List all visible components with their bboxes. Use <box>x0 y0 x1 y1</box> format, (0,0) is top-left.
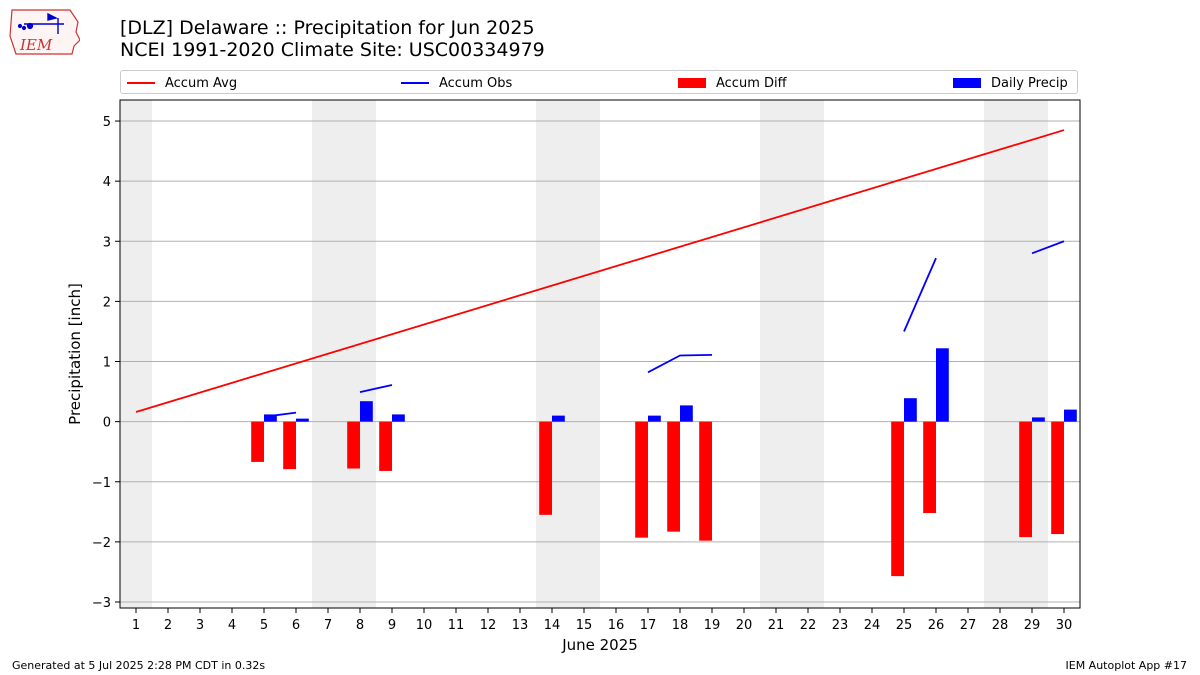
y-axis-label: Precipitation [inch] <box>66 283 84 425</box>
legend-label-daily-precip: Daily Precip <box>991 75 1068 91</box>
chart-title: [DLZ] Delaware :: Precipitation for Jun … <box>120 17 535 39</box>
daily-precip-bar <box>552 415 565 422</box>
x-tick-label: 2 <box>164 618 172 633</box>
daily-precip-bar <box>296 418 309 422</box>
x-axis-label: June 2025 <box>561 636 638 654</box>
accum-diff-bar <box>923 421 936 514</box>
accum-avg-line <box>135 129 1065 413</box>
legend-swatch-accum-diff <box>678 78 706 88</box>
x-tick-label: 12 <box>480 618 497 633</box>
daily-precip-bar <box>904 398 917 422</box>
x-tick-label: 5 <box>260 618 268 633</box>
x-tick-label: 22 <box>800 618 817 633</box>
x-tick-label: 11 <box>448 618 465 633</box>
accum-diff-bar <box>539 421 552 515</box>
weather-station-icon <box>17 12 64 34</box>
x-tick-label: 9 <box>388 618 396 633</box>
generated-timestamp: Generated at 5 Jul 2025 2:28 PM CDT in 0… <box>12 659 266 672</box>
weekend-shade <box>120 100 152 608</box>
accum-diff-bar <box>1051 421 1064 535</box>
accum-diff-bar <box>347 421 360 469</box>
legend-swatch-accum-obs <box>401 82 429 84</box>
accum-obs-line <box>1031 240 1065 255</box>
weekend-shade <box>984 100 1048 608</box>
plot-frame <box>119 99 1081 609</box>
legend-label-accum-diff: Accum Diff <box>716 75 787 91</box>
x-tick-label: 27 <box>960 618 977 633</box>
y-tick-label: 5 <box>103 115 111 130</box>
y-tick-label: −1 <box>92 476 111 491</box>
accum-diff-bar <box>635 421 648 538</box>
x-tick-label: 8 <box>356 618 364 633</box>
x-tick-label: 29 <box>1024 618 1041 633</box>
legend-item-accum-avg: Accum Avg <box>127 74 237 92</box>
legend-label-accum-avg: Accum Avg <box>165 75 238 91</box>
daily-precip-bar <box>936 348 949 422</box>
accum-diff-bar <box>1019 421 1032 538</box>
x-tick-label: 4 <box>228 618 236 633</box>
accum-diff-bar <box>379 421 392 471</box>
x-tick-label: 24 <box>864 618 881 633</box>
weekend-shade <box>760 100 824 608</box>
weekend-shade <box>312 100 376 608</box>
legend: Accum Avg Accum Obs Accum Diff Daily Pre… <box>120 70 1078 94</box>
y-tick-label: 2 <box>103 295 111 310</box>
x-tick-label: 14 <box>544 618 561 633</box>
x-tick-label: 10 <box>416 618 433 633</box>
logo-text: IEM <box>19 36 53 54</box>
daily-precip-bar <box>392 414 405 422</box>
x-tick-label: 7 <box>324 618 332 633</box>
daily-precip-bar <box>680 405 693 422</box>
x-tick-label: 17 <box>640 618 657 633</box>
x-tick-label: 15 <box>576 618 593 633</box>
y-tick-label: 3 <box>103 235 111 250</box>
y-tick-label: −3 <box>92 596 111 611</box>
legend-swatch-daily-precip <box>953 78 981 88</box>
x-tick-label: 30 <box>1056 618 1073 633</box>
x-tick-label: 28 <box>992 618 1009 633</box>
daily-precip-bar <box>648 415 661 422</box>
x-tick-label: 1 <box>132 618 140 633</box>
weekend-shade <box>536 100 600 608</box>
legend-label-accum-obs: Accum Obs <box>439 75 513 91</box>
iowa-outline-icon <box>9 9 80 55</box>
y-tick-label: 1 <box>103 356 111 371</box>
x-tick-label: 25 <box>896 618 913 633</box>
accum-diff-bar <box>699 421 712 541</box>
app-credit: IEM Autoplot App #17 <box>1065 659 1188 672</box>
accum-diff-bar <box>251 421 264 462</box>
y-tick-label: −2 <box>92 536 111 551</box>
y-tick-label: 0 <box>103 416 111 431</box>
x-tick-label: 19 <box>704 618 721 633</box>
x-tick-label: 3 <box>196 618 204 633</box>
iem-logo: IEM <box>9 9 80 55</box>
legend-item-accum-obs: Accum Obs <box>401 74 512 92</box>
chart-subtitle: NCEI 1991-2020 Climate Site: USC00334979 <box>120 39 545 61</box>
x-tick-label: 18 <box>672 618 689 633</box>
y-tick-label: 4 <box>103 175 111 190</box>
x-tick-label: 6 <box>292 618 300 633</box>
x-tick-label: 20 <box>736 618 753 633</box>
accum-obs-line <box>263 411 297 418</box>
legend-item-daily-precip: Daily Precip <box>953 74 1068 92</box>
x-tick-label: 21 <box>768 618 785 633</box>
legend-item-accum-diff: Accum Diff <box>678 74 787 92</box>
x-tick-label: 23 <box>832 618 849 633</box>
daily-precip-bar <box>360 401 373 422</box>
accum-obs-line <box>647 354 713 374</box>
accum-diff-bar <box>283 421 296 470</box>
accum-obs-line <box>359 384 393 394</box>
legend-swatch-accum-avg <box>127 82 155 84</box>
daily-precip-bar <box>1032 417 1045 422</box>
x-tick-label: 26 <box>928 618 945 633</box>
accum-diff-bar <box>891 421 904 577</box>
x-tick-label: 16 <box>608 618 625 633</box>
x-tick-label: 13 <box>512 618 529 633</box>
daily-precip-bar <box>1064 409 1077 422</box>
accum-diff-bar <box>667 421 680 532</box>
accum-obs-line <box>903 257 937 332</box>
daily-precip-bar <box>264 414 277 422</box>
